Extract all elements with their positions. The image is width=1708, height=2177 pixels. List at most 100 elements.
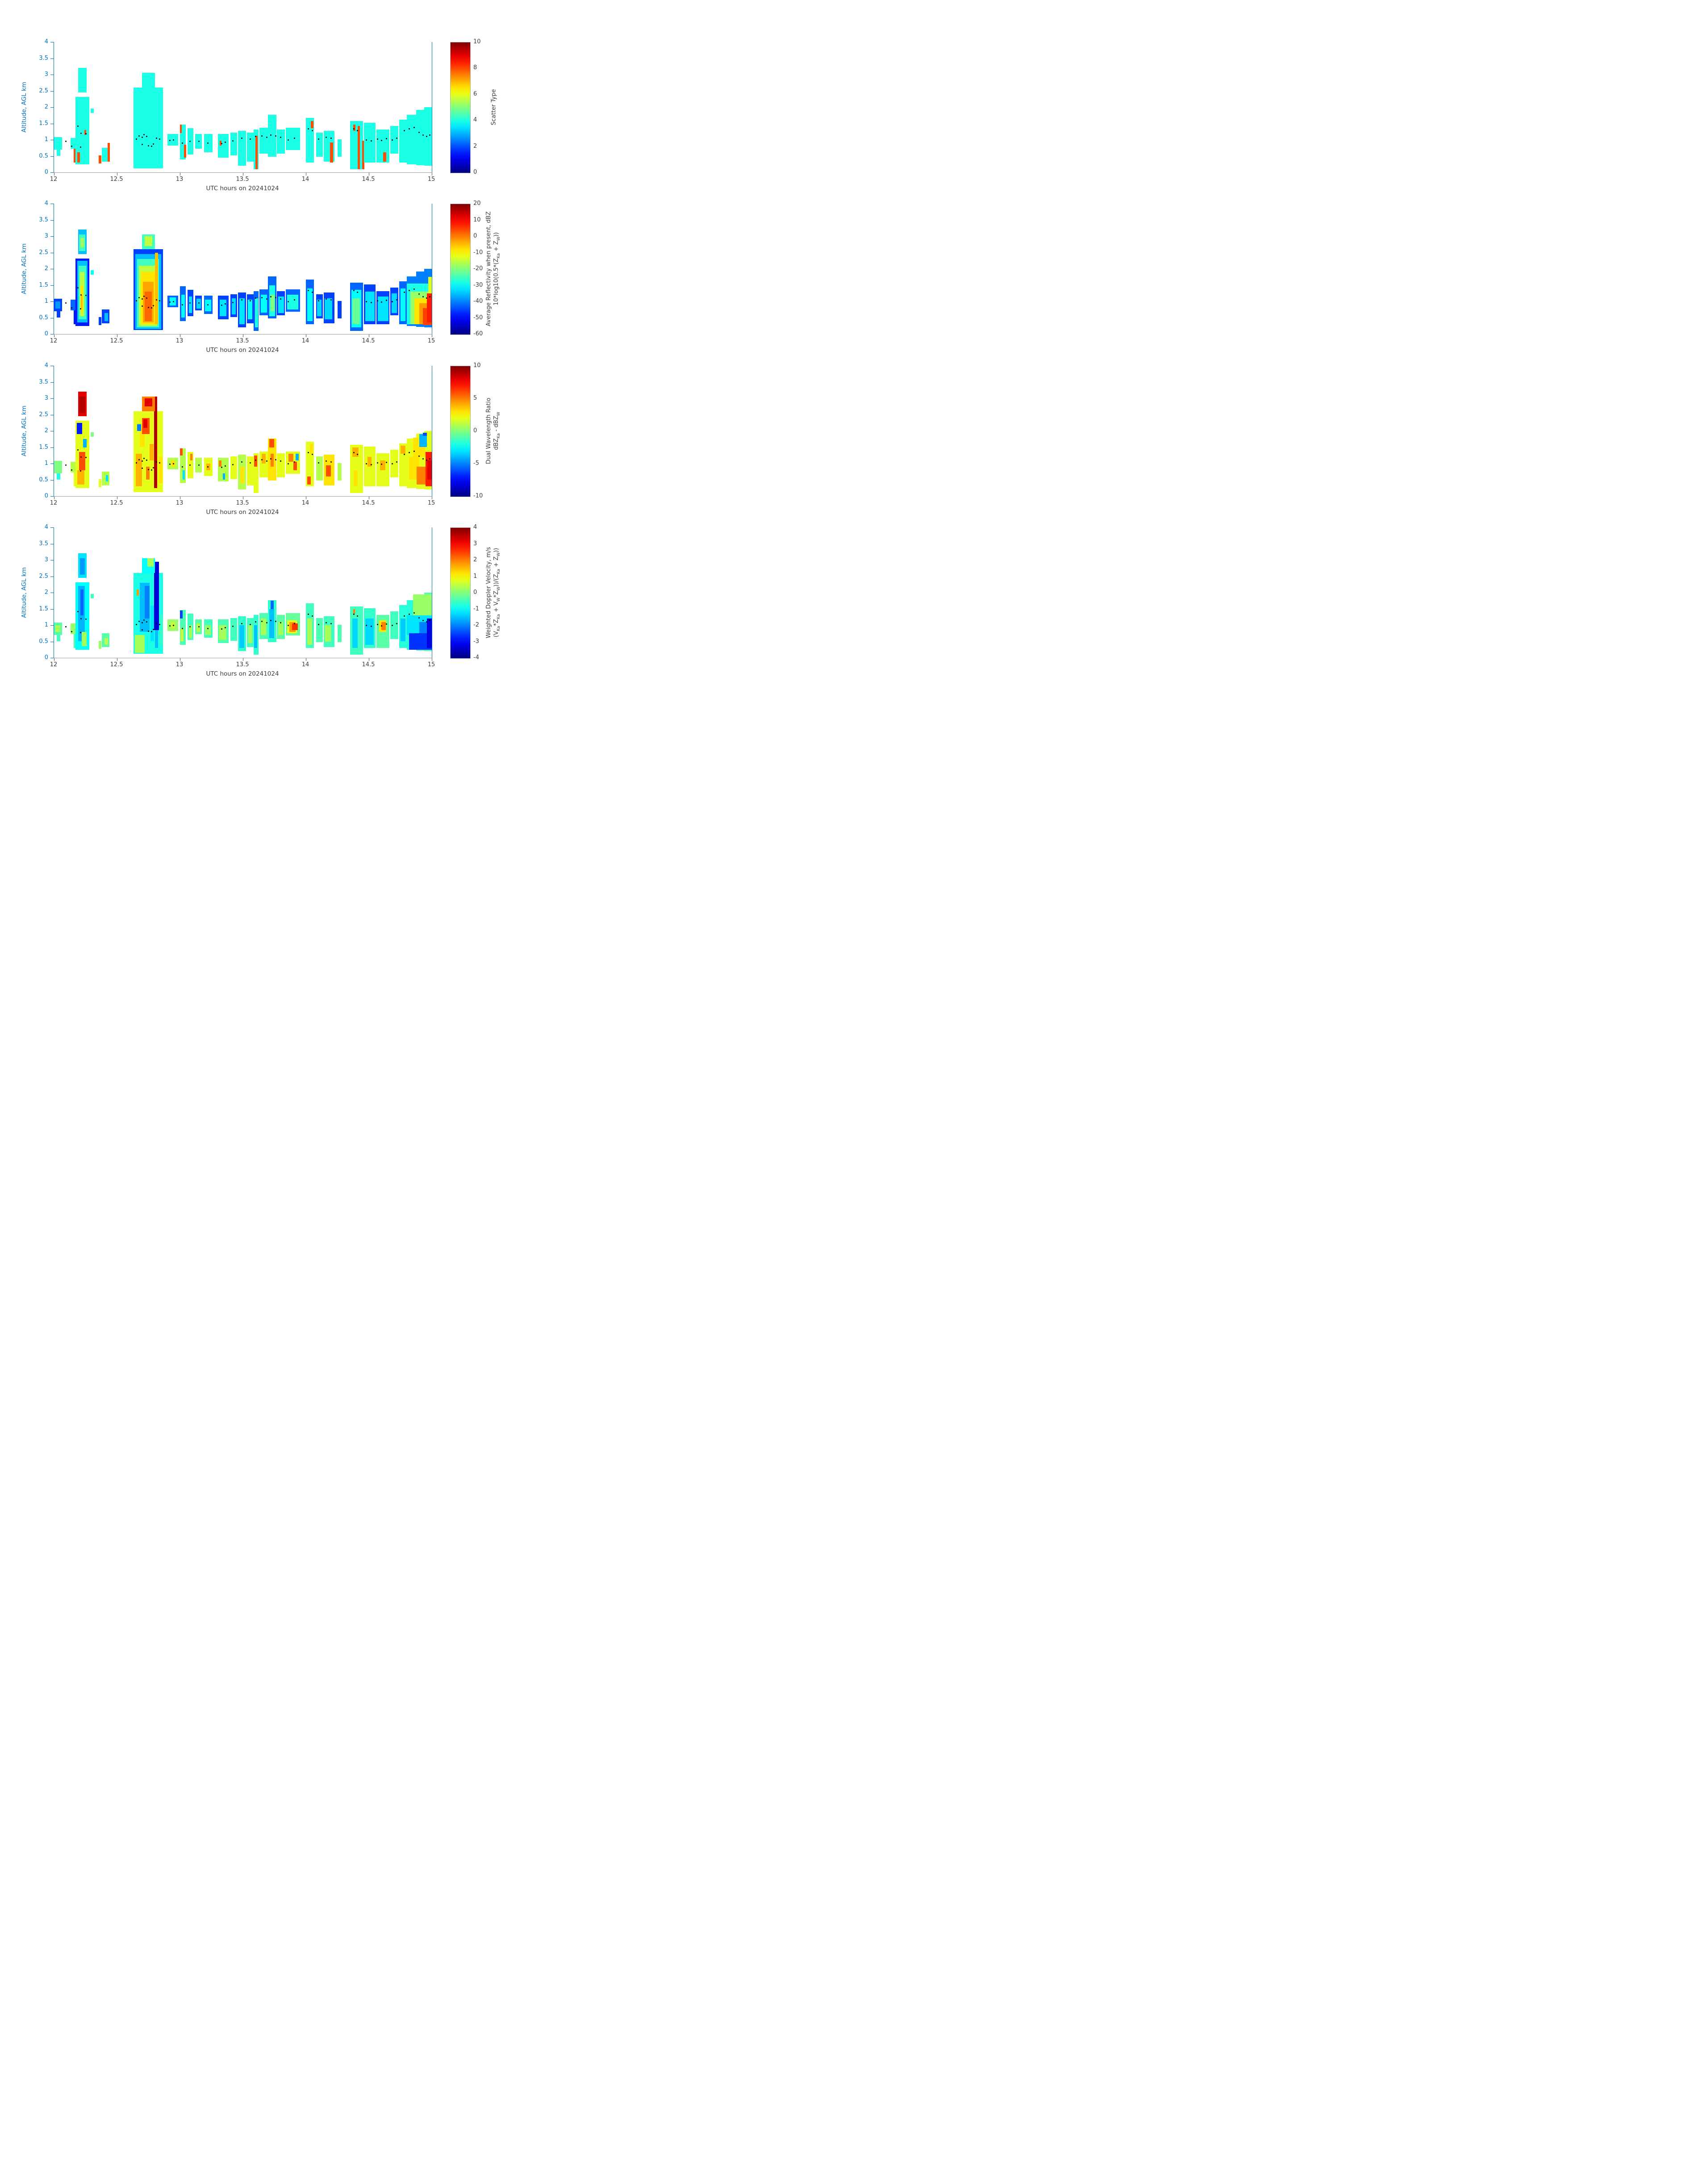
- panel-dual-wavelength-ratio: 12 12.5 13 13.5 14 14.5 15 0 0.5 1 1.5 2 2.5 3 3.5 4 UTC…: [0, 362, 547, 520]
- heatmap-cell: [70, 623, 75, 635]
- data-dot: [85, 457, 87, 459]
- colorbar: [450, 366, 471, 497]
- y-tick-label: 0: [44, 493, 48, 499]
- data-dot: [221, 305, 222, 306]
- colorbar-tick-label: -20: [473, 265, 483, 272]
- data-dot: [141, 629, 143, 631]
- x-tick-label: 13: [175, 338, 184, 344]
- heatmap-cell: [90, 108, 94, 113]
- heatmap-cell: [142, 72, 155, 88]
- heatmap-cell: [278, 297, 284, 313]
- colorbar-tick-label: 10: [473, 216, 481, 223]
- data-dot: [280, 298, 282, 300]
- heatmap-cell: [357, 126, 360, 169]
- heatmap-cell: [277, 453, 285, 477]
- heatmap-cell: [325, 298, 333, 320]
- colorbar-tick-label: 3: [473, 540, 477, 547]
- data-dot: [325, 460, 327, 462]
- plot-area-average-reflectivity: [50, 204, 432, 337]
- data-dot: [136, 138, 138, 140]
- y-tick-label: 4: [44, 38, 48, 45]
- data-dot: [403, 615, 405, 617]
- data-dot: [143, 619, 145, 621]
- data-dot: [270, 619, 271, 621]
- heatmap-cell: [155, 252, 158, 325]
- data-dot: [371, 464, 372, 465]
- data-dot: [413, 126, 415, 128]
- data-dot: [403, 454, 405, 455]
- y-tick: [50, 398, 54, 399]
- data-dot: [288, 463, 289, 464]
- data-dot: [365, 624, 367, 626]
- x-tick-label: 14.5: [362, 176, 375, 183]
- data-dot: [426, 136, 428, 138]
- data-dot: [426, 460, 428, 461]
- colorbar-tick-label: -5: [473, 460, 479, 467]
- colorbar: [450, 42, 471, 173]
- colorbar-tick-label: 4: [473, 524, 477, 531]
- data-dot: [308, 128, 309, 130]
- radar-time-height-figure: 12 12.5 13 13.5 14 14.5 15 0 0.5 1 1.5 2 2.5 3 3.5 4 UTC…: [0, 0, 547, 697]
- heatmap-cell: [73, 634, 76, 648]
- data-dot: [221, 467, 222, 468]
- data-dot: [365, 139, 367, 141]
- heatmap-cell: [278, 622, 284, 635]
- data-dot: [317, 624, 319, 625]
- data-dot: [413, 288, 415, 290]
- plot-area-dual-wavelength-ratio: [50, 366, 432, 499]
- heatmap-cell: [330, 142, 333, 163]
- heatmap-cell: [90, 432, 94, 437]
- data-dot: [138, 297, 140, 298]
- colorbar-label-line: Weighted Doppler Velocity, m/s: [485, 547, 493, 639]
- heatmap-cell: [154, 396, 158, 488]
- data-dot: [317, 462, 319, 464]
- data-dot: [182, 142, 184, 144]
- colorbar-tick-label: 6: [473, 90, 477, 97]
- heatmap-cell: [180, 124, 182, 134]
- y-tick: [50, 285, 54, 286]
- data-dot: [151, 307, 153, 309]
- y-tick-label: 2: [44, 589, 48, 596]
- data-dot: [241, 461, 242, 463]
- heatmap-cell: [337, 463, 342, 481]
- data-dot: [396, 299, 397, 301]
- data-dot: [311, 292, 313, 293]
- colorbar-tick-label: -60: [473, 330, 483, 337]
- data-dot: [288, 624, 289, 626]
- heatmap-cell: [426, 618, 432, 648]
- data-dot: [377, 462, 379, 464]
- heatmap-cell: [205, 300, 212, 311]
- colorbar: [450, 527, 471, 659]
- data-dot: [377, 300, 379, 301]
- data-dot: [371, 625, 372, 627]
- data-dot: [357, 292, 359, 293]
- heatmap-cell: [293, 462, 297, 470]
- x-tick-label: 13.5: [236, 661, 249, 668]
- colorbar-tick-label: -4: [473, 654, 479, 661]
- heatmap-cell: [102, 148, 110, 162]
- heatmap-cell: [181, 295, 185, 318]
- data-dot: [169, 625, 171, 627]
- x-axis-label: UTC hours on 20241024: [206, 670, 279, 677]
- data-dot: [207, 304, 209, 305]
- data-dot: [418, 132, 420, 134]
- colorbar-label-line: dBZKa - dBZW: [493, 412, 501, 450]
- data-dot: [391, 624, 393, 626]
- x-tick-label: 12.5: [110, 661, 123, 668]
- data-dot: [377, 624, 379, 625]
- data-dot: [294, 137, 296, 139]
- heatmap-cell: [180, 628, 184, 642]
- data-dot: [308, 290, 309, 292]
- data-dot: [148, 145, 149, 146]
- data-dot: [85, 618, 87, 620]
- colorbar-axis-label: Average Reflectivity when present, dBZ 10…: [485, 211, 503, 326]
- heatmap-cell: [409, 457, 419, 480]
- heatmap-cell: [307, 618, 313, 645]
- colorbar-tick-label: -3: [473, 638, 479, 645]
- data-dot: [377, 138, 379, 140]
- heatmap-cell: [104, 638, 109, 645]
- data-dot: [270, 296, 271, 297]
- data-dot: [429, 619, 431, 621]
- heatmap-cell: [238, 131, 246, 166]
- y-tick-label: 2: [44, 265, 48, 272]
